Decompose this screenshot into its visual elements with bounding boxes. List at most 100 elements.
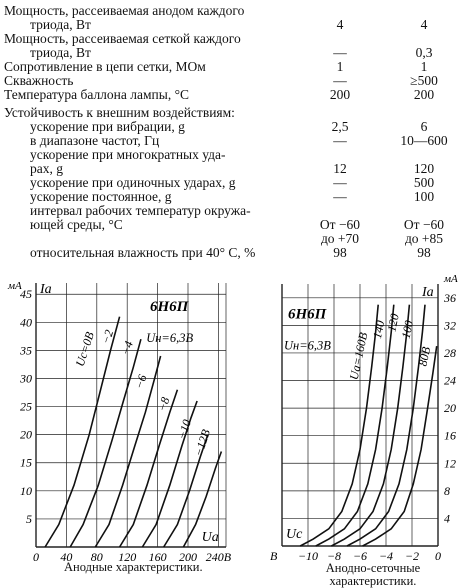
series-line-0	[44, 316, 121, 548]
chart-annotation: Uн=6,3В	[146, 331, 193, 345]
table-v1-r1b: 4	[336, 17, 344, 32]
table-label-r7: ускорение при вибрации, g	[30, 119, 185, 134]
series-label-6: −12В	[191, 427, 213, 458]
table-v1-r9b: 12	[333, 161, 347, 176]
table-label-r2a: Мощность, рассеиваемая сеткой каждого	[4, 31, 241, 46]
y-tick-label: 24	[444, 374, 456, 388]
table-v2-r7: 6	[420, 119, 428, 134]
table-v2-r2b: 0,3	[415, 45, 433, 60]
chart-title: 6Н6П	[150, 299, 190, 315]
x-tick-prefix: В	[270, 549, 278, 563]
table-v1-r13: 98	[333, 245, 347, 260]
x-tick-label: 240В	[206, 550, 232, 564]
table-v1-r4: —	[333, 73, 347, 88]
table-v1-r8: —	[333, 133, 347, 148]
x-tick-label: 40	[60, 550, 72, 564]
table-v1-r5: 200	[329, 87, 351, 102]
x-axis-label: Uа	[202, 530, 219, 545]
table-v2-r10: 500	[413, 175, 435, 190]
y-tick-label: 12	[444, 456, 456, 470]
series-line-5	[163, 434, 209, 548]
x-tick-label: 160	[149, 550, 167, 564]
table-label-r12b: ющей среды, °С	[30, 217, 123, 232]
table-label-r1a: Мощность, рассеиваемая анодом каждого	[4, 3, 245, 18]
y-unit: мА	[7, 280, 22, 292]
table-label-r2b: триода, Вт	[30, 45, 91, 60]
table-v2-r13: 98	[417, 245, 431, 260]
y-tick-label: 10	[20, 484, 32, 498]
y-tick-label: 32	[443, 318, 456, 332]
y-tick-label: 16	[444, 429, 456, 443]
table-label-r1b: триода, Вт	[30, 17, 91, 32]
y-axis-label: Iа	[39, 282, 52, 297]
series-line-2	[94, 355, 162, 548]
table-label-r9a: ускорение при многократных уда-	[30, 147, 226, 162]
y-tick-label: 4	[444, 511, 450, 525]
series-label-4: 80В	[416, 345, 434, 367]
table-label-r10: ускорение при одиночных ударах, g	[30, 175, 236, 190]
table-label-r5: Температура баллона лампы, °С	[4, 87, 189, 102]
table-v2-r11: 100	[413, 189, 435, 204]
y-unit: мА	[443, 273, 458, 285]
x-tick-label: −8	[327, 549, 341, 563]
y-tick-label: 28	[444, 346, 456, 360]
series-label-2: 120	[384, 312, 401, 333]
table-label-r6: Устойчивость к внешним воздействиям:	[4, 105, 235, 120]
series-line-0	[299, 304, 379, 547]
y-tick-label: 45	[20, 287, 32, 301]
series-line-4	[141, 400, 198, 548]
table-v1-r10: —	[333, 175, 347, 190]
x-tick-label: 200	[179, 550, 197, 564]
series-label-3: 100	[399, 319, 416, 340]
series-label-5: −10	[174, 418, 194, 441]
anode-grid-characteristics-chart: 4 8 12 16 20 24 28 32 36 мА Iа В −10 −8 −6 −4 −2 0 Uс 6Н6П U…	[270, 273, 458, 563]
table-label-r8: в диапазоне частот, Гц	[30, 133, 160, 148]
y-axis-label: Iа	[421, 285, 434, 300]
series-label-0: Uа=160В	[347, 331, 371, 382]
series-line-3	[118, 389, 179, 548]
y-tick-label: 20	[444, 401, 456, 415]
table-v2-r8: 10—600	[400, 133, 448, 148]
series-line-6	[182, 451, 223, 548]
series-label-3: −6	[132, 373, 150, 391]
table-v2-r5: 200	[413, 87, 435, 102]
table-v2-r12b: От −60	[403, 217, 445, 232]
table-v1-r2b: —	[333, 45, 347, 60]
table-v2-r9b: 120	[413, 161, 435, 176]
table-label-r4: Скважность	[4, 73, 74, 88]
table-v1-r12c: до +70	[320, 231, 360, 246]
y-tick-label: 15	[20, 456, 32, 470]
x-axis-label: Uс	[286, 527, 303, 542]
x-tick-label: 0	[435, 549, 441, 563]
x-tick-label: 120	[118, 550, 136, 564]
table-v2-r12c: до +85	[404, 231, 444, 246]
x-tick-label: −6	[353, 549, 367, 563]
chart2-caption: Анодно-сеточные характеристики.	[325, 561, 421, 588]
chart-title: 6Н6П	[288, 306, 328, 322]
table-v1-r7: 2,5	[331, 119, 349, 134]
table-label-r13: относительная влажность при 40° С, %	[30, 245, 256, 260]
series-label-4: −8	[155, 395, 173, 413]
table-label-r9b: рах, g	[30, 161, 63, 176]
series-line-1	[69, 338, 142, 548]
x-tick-label: 0	[33, 550, 39, 564]
x-tick-label: −10	[298, 549, 318, 563]
series-line-1	[315, 304, 395, 547]
series-label-2: −4	[118, 339, 136, 357]
y-tick-label: 8	[444, 484, 450, 498]
x-tick-label: 80	[91, 550, 103, 564]
table-v1-r11: —	[333, 189, 347, 204]
y-tick-label: 36	[443, 291, 456, 305]
series-label-0: Uс=0В	[73, 330, 97, 369]
table-v1-r12b: От −60	[319, 217, 361, 232]
y-tick-label: 5	[26, 512, 32, 526]
y-tick-label: 40	[20, 315, 32, 329]
x-tick-label: −4	[379, 549, 393, 563]
y-tick-label: 30	[19, 371, 32, 385]
table-v1-r3: 1	[336, 59, 344, 74]
series-line-3	[346, 304, 426, 547]
series-label-1: −2	[98, 328, 116, 346]
series-line-2	[331, 304, 411, 547]
chart1-caption: Анодные характеристики.	[64, 560, 203, 574]
